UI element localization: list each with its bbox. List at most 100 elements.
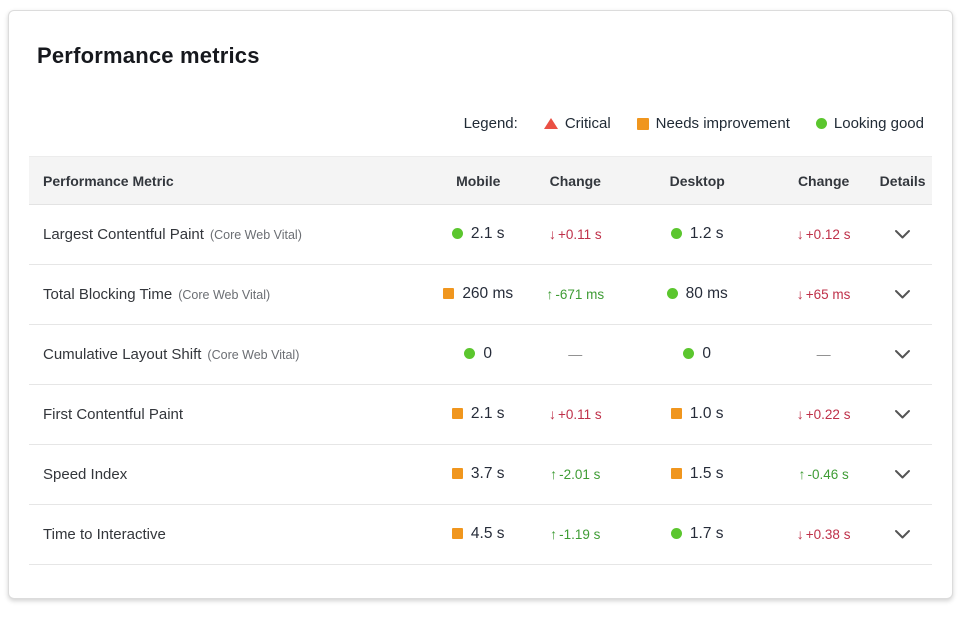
change-value: ↓ +0.22 s [796,406,851,422]
mobile-value-cell: 260 ms [426,264,531,325]
metric-value: 1.7 s [689,525,724,543]
down-arrow-icon: ↓ [796,526,804,542]
down-arrow-icon: ↓ [796,226,804,242]
chevron-down-icon [895,230,911,239]
mobile-value-cell: 2.1 s [426,384,531,445]
metric-name: Total Blocking Time [43,286,173,303]
legend-item-critical: Critical [543,115,611,132]
metrics-table: Performance Metric Mobile Change Desktop… [29,156,932,565]
no-change-dash: — [568,346,583,362]
metric-tag: (Core Web Vital) [209,228,302,242]
page-title: Performance metrics [37,43,260,68]
metric-value: 0 [483,345,493,363]
metric-value: 1.2 s [689,225,724,243]
metric-value: 4.5 s [470,525,505,543]
up-arrow-icon: ↑ [550,466,558,482]
legend-item-needs-improvement: Needs improvement [636,115,790,132]
table-row: Time to Interactive 4.5 s ↑ -1.19 s 1.7 s ↓ +0… [29,504,932,565]
mobile-change-cell: ↑ -2.01 s [530,444,621,505]
table-header-row: Performance Metric Mobile Change Desktop… [29,156,932,205]
metric-value: 2.1 s [470,405,505,423]
legend-label: Legend: [463,115,518,132]
desktop-value-cell: 80 ms [620,264,774,325]
table-row: Largest Contentful Paint (Core Web Vital)… [29,204,932,265]
expand-details-button[interactable] [888,465,917,484]
legend-item-label: Critical [564,115,611,132]
warn-square-icon [451,468,463,480]
change-value: ↓ +0.12 s [796,226,851,242]
down-arrow-icon: ↓ [548,226,556,242]
legend-item-looking-good: Looking good [815,115,924,132]
column-header-details: Details [873,156,932,205]
metric-name: Largest Contentful Paint [43,226,204,243]
performance-metrics-card: Performance metrics Legend: Critical Nee… [8,10,953,599]
expand-details-button[interactable] [888,405,917,424]
column-header-desktop-change: Change [773,156,874,205]
mobile-change-cell: ↓ +0.11 s [530,384,621,445]
column-header-mobile-change: Change [530,156,621,205]
good-circle-icon [464,348,476,360]
metric-name: Time to Interactive [43,526,166,543]
warn-square-icon [670,468,682,480]
mobile-change-cell: ↑ -1.19 s [530,504,621,565]
good-circle-icon [451,228,463,240]
expand-details-button[interactable] [888,345,917,364]
chevron-down-icon [895,410,911,419]
change-value: ↓ +65 ms [796,286,851,302]
mobile-value-cell: 2.1 s [426,204,531,265]
table-row: Speed Index 3.7 s ↑ -2.01 s 1.5 s ↑ -0.46 s [29,444,932,505]
mobile-change-cell: ↑ -671 ms [530,264,621,325]
chevron-down-icon [895,290,911,299]
metric-tag: (Core Web Vital) [178,288,271,302]
desktop-value-cell: 1.2 s [620,204,774,265]
down-arrow-icon: ↓ [796,406,804,422]
column-header-desktop: Desktop [620,156,774,205]
warn-square-icon [443,288,455,300]
desktop-value-cell: 0 [620,324,774,385]
table-row: Cumulative Layout Shift (Core Web Vital) 0… [29,324,932,385]
expand-details-button[interactable] [888,285,917,304]
chevron-down-icon [895,530,911,539]
metric-name: Cumulative Layout Shift [43,346,202,363]
desktop-value-cell: 1.0 s [620,384,774,445]
critical-triangle-icon [543,118,558,129]
up-arrow-icon: ↑ [798,466,806,482]
good-circle-icon [683,348,695,360]
metric-value: 1.5 s [689,465,724,483]
desktop-change-cell: ↓ +0.38 s [773,504,874,565]
warn-square-icon [451,408,463,420]
change-value: ↓ +0.11 s [548,406,602,422]
good-circle-icon [670,528,682,540]
mobile-value-cell: 0 [426,324,531,385]
good-circle-icon [670,228,682,240]
metric-name: Speed Index [43,466,128,483]
chevron-down-icon [895,470,911,479]
legend-item-label: Looking good [833,115,924,132]
expand-details-button[interactable] [888,525,917,544]
mobile-change-cell: — [530,324,621,385]
change-value: ↓ +0.11 s [548,226,602,242]
metric-value: 260 ms [462,285,514,303]
change-value: ↑ -1.19 s [550,526,601,542]
mobile-change-cell: ↓ +0.11 s [530,204,621,265]
desktop-value-cell: 1.5 s [620,444,774,505]
looking-good-circle-icon [815,118,827,129]
legend: Legend: Critical Needs improvement Looki… [29,115,924,132]
metric-tag: (Core Web Vital) [207,348,300,362]
good-circle-icon [666,288,678,300]
expand-details-button[interactable] [888,225,917,244]
change-value: ↑ -671 ms [546,286,605,302]
up-arrow-icon: ↑ [546,286,554,302]
legend-item-label: Needs improvement [655,115,790,132]
desktop-change-cell: ↓ +65 ms [773,264,874,325]
mobile-value-cell: 4.5 s [426,504,531,565]
desktop-change-cell: ↓ +0.12 s [773,204,874,265]
down-arrow-icon: ↓ [796,286,804,302]
metric-value: 1.0 s [689,405,724,423]
metric-name: First Contentful Paint [43,406,184,423]
metrics-table-body: Largest Contentful Paint (Core Web Vital)… [29,204,932,565]
down-arrow-icon: ↓ [548,406,556,422]
chevron-down-icon [895,350,911,359]
warn-square-icon [451,528,463,540]
desktop-change-cell: ↑ -0.46 s [773,444,874,505]
